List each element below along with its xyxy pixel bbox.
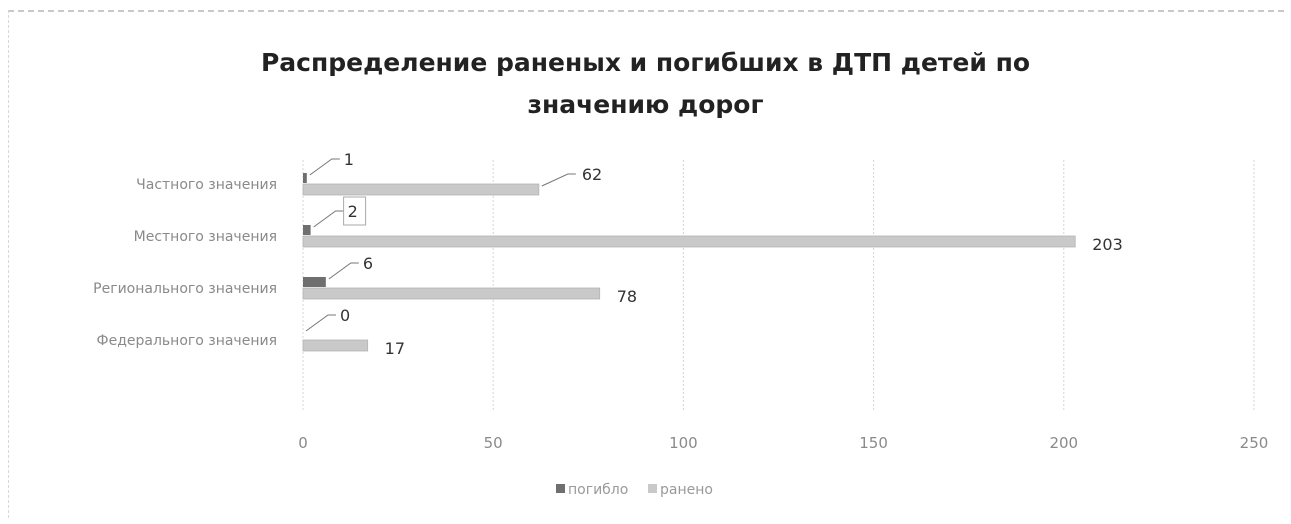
- data-label-box: [343, 196, 367, 226]
- bar-raneno: [302, 183, 540, 196]
- leader-line: [305, 314, 336, 332]
- data-label-raneno: 62: [582, 165, 602, 184]
- x-tick-label: 50: [484, 434, 503, 452]
- category-label: Местного значения: [134, 229, 277, 245]
- legend-label: погибло: [568, 482, 628, 498]
- data-label-pogiblo: 2: [348, 202, 358, 221]
- data-label-raneno: 203: [1092, 235, 1123, 254]
- x-tick-label: 150: [859, 434, 888, 452]
- bar-pogiblo: [303, 225, 311, 235]
- category-label: Частного значения: [136, 177, 277, 193]
- data-label-pogiblo: 0: [340, 306, 350, 325]
- chart-title-line-1: Распределение раненых и погибших в ДТП д…: [260, 48, 1031, 77]
- leader-line: [541, 173, 576, 187]
- legend-swatch: [648, 484, 657, 493]
- legend-swatch: [556, 484, 565, 493]
- x-tick-label: 200: [1049, 434, 1078, 452]
- chart-title: Распределение раненых и погибших в ДТП д…: [0, 42, 1291, 126]
- leader-line: [309, 158, 340, 176]
- bar-pogiblo: [303, 277, 326, 287]
- category-label: Регионального значения: [93, 281, 277, 297]
- x-tick-label: 0: [298, 434, 308, 452]
- category-label: Федерального значения: [97, 333, 277, 349]
- x-tick-label: 100: [669, 434, 698, 452]
- data-label-pogiblo: 1: [344, 150, 354, 169]
- bar-raneno: [302, 339, 369, 352]
- leader-line: [328, 262, 359, 280]
- legend-label: ранено: [660, 482, 713, 498]
- data-label-raneno: 78: [617, 287, 637, 306]
- data-label-raneno: 17: [385, 339, 405, 358]
- leader-line: [313, 210, 344, 228]
- bar-raneno: [302, 235, 1076, 248]
- x-tick-label: 250: [1240, 434, 1269, 452]
- chart-title-line-2: значению дорог: [527, 90, 764, 119]
- data-label-pogiblo: 6: [363, 254, 373, 273]
- chart-frame: [8, 10, 1284, 518]
- bar-pogiblo: [303, 173, 307, 183]
- bar-raneno: [302, 287, 601, 300]
